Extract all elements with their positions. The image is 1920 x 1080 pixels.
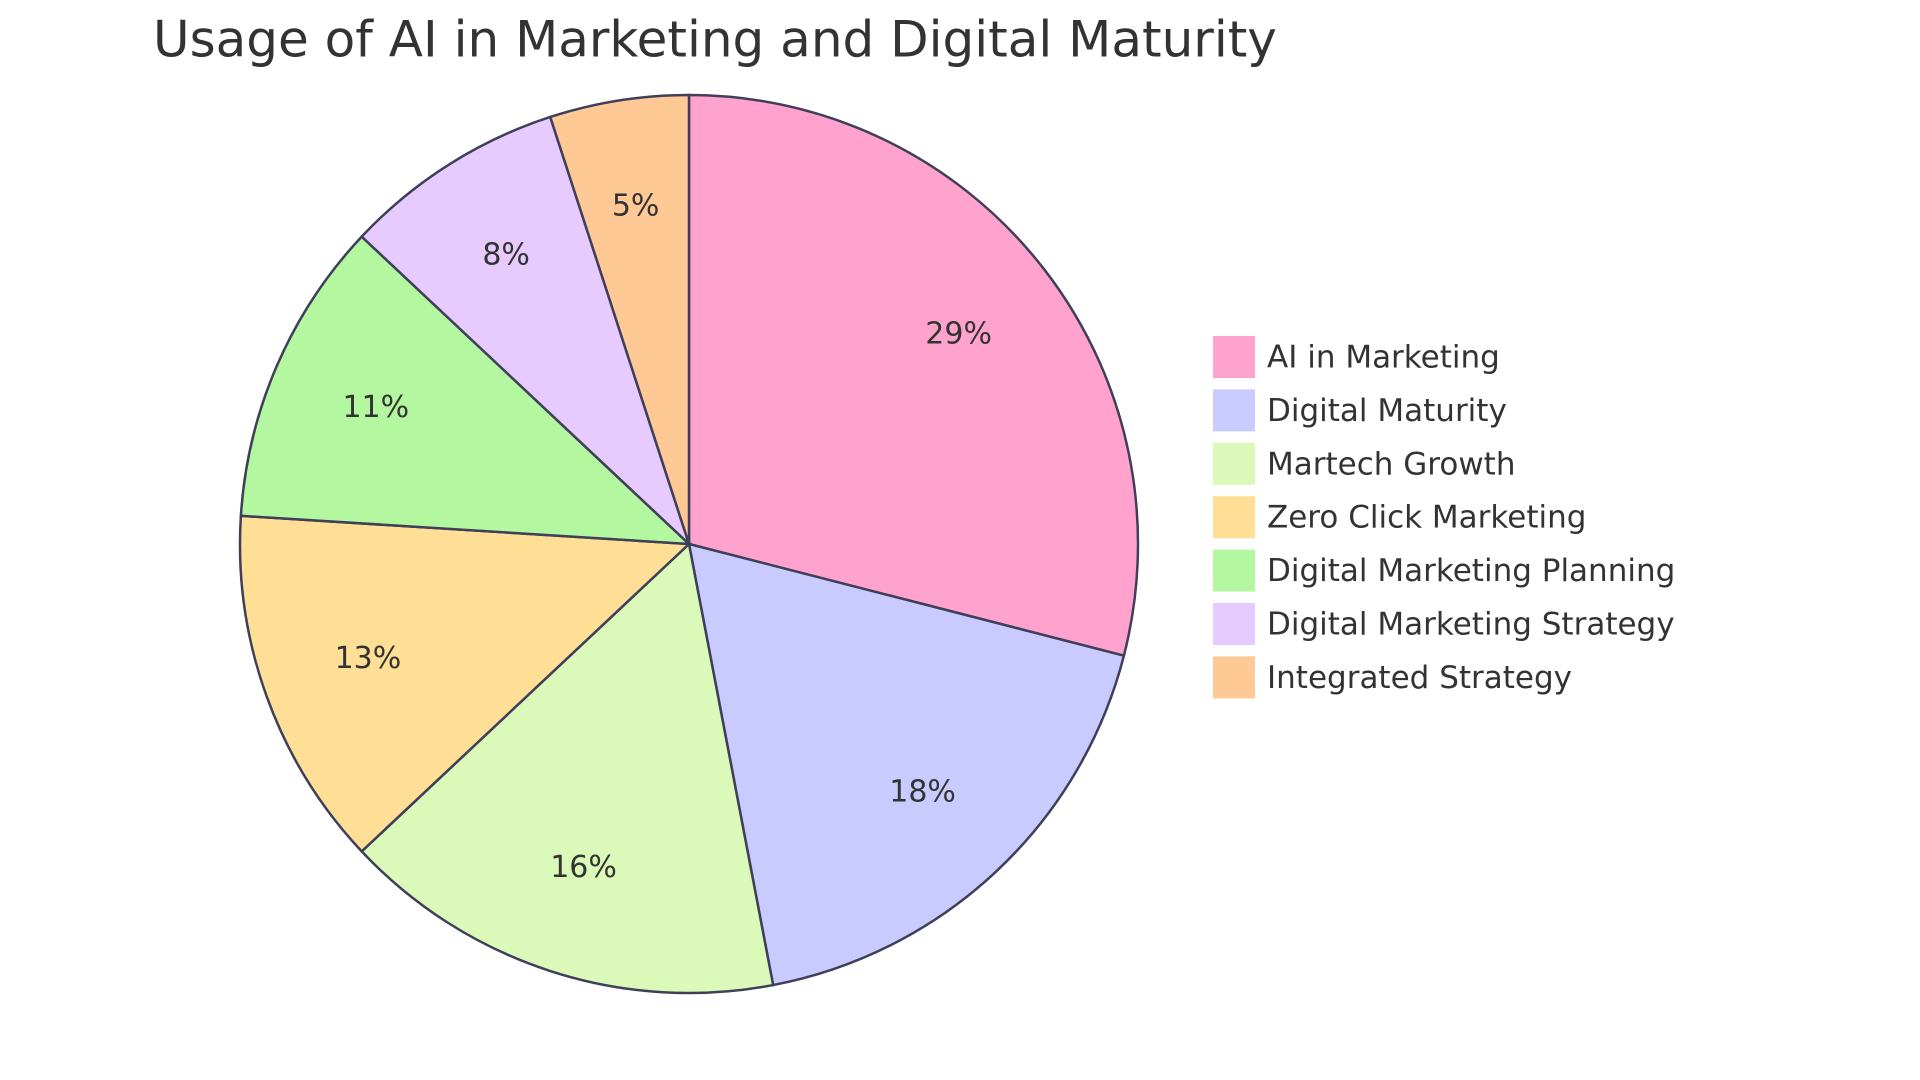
legend-swatch bbox=[1211, 601, 1257, 647]
legend-swatch bbox=[1211, 387, 1257, 434]
legend-label: Digital Marketing Strategy bbox=[1267, 607, 1675, 643]
pie-slice bbox=[359, 115, 691, 545]
pie-slice bbox=[359, 541, 775, 995]
slice-label: 5% bbox=[612, 188, 660, 223]
slice-label: 8% bbox=[482, 237, 530, 272]
legend-swatch bbox=[1211, 654, 1257, 701]
legend-label: Integrated Strategy bbox=[1267, 660, 1572, 696]
legend-swatch bbox=[1211, 334, 1257, 380]
legend-label: AI in Marketing bbox=[1267, 340, 1500, 376]
pie-slice bbox=[548, 93, 691, 545]
slice-label: 18% bbox=[889, 774, 956, 809]
slice-label: 16% bbox=[550, 850, 617, 885]
legend-label: Digital Maturity bbox=[1267, 393, 1507, 429]
pie-slice bbox=[687, 542, 1126, 987]
legend-label: Zero Click Marketing bbox=[1267, 500, 1586, 536]
slice-label: 13% bbox=[335, 641, 402, 676]
legend-swatch bbox=[1211, 547, 1257, 594]
slice-label: 11% bbox=[342, 390, 409, 425]
legend-label: Digital Marketing Planning bbox=[1267, 553, 1675, 589]
pie-slice bbox=[238, 514, 692, 854]
pie-slice bbox=[687, 93, 1140, 658]
legend-swatch bbox=[1211, 440, 1257, 487]
legend-label: Martech Growth bbox=[1267, 446, 1515, 482]
chart-title: Usage of AI in Marketing and Digital Mat… bbox=[153, 11, 1277, 69]
pie-slice bbox=[239, 234, 693, 546]
slice-label: 29% bbox=[925, 316, 992, 351]
legend-swatch bbox=[1211, 494, 1257, 541]
